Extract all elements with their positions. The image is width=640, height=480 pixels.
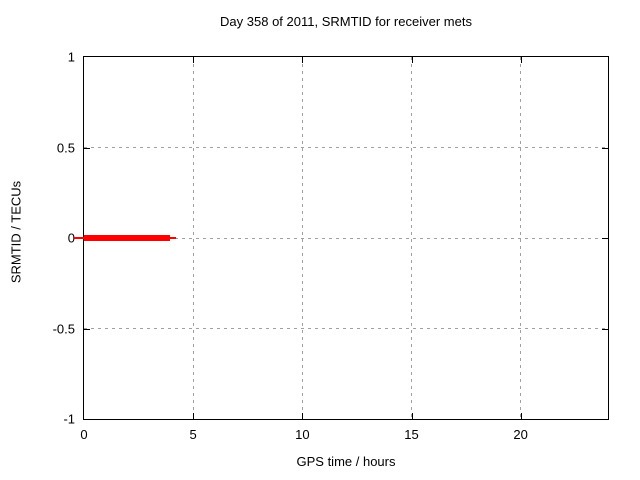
x-tick-top [302,57,304,63]
plot-area: 0 5 10 15 20 -1 -0.5 0 0.5 1 [53,50,609,442]
y-tick-right [602,238,608,239]
y-tick-right [602,328,608,330]
x-tick-bottom [302,413,304,419]
y-tick-label: 0.5 [56,140,75,155]
y-axis-label-text: SRMTID / TECUs [8,180,24,284]
y-tick-right [602,147,608,149]
y-tick-label: -1 [63,411,75,427]
y-gridline [84,328,608,329]
y-gridline [84,147,608,148]
y-tick-left [84,328,90,330]
x-tick-top [411,57,413,63]
x-tick-bottom [411,413,413,419]
data-series-segment [170,237,176,239]
x-tick-label: 20 [513,427,528,442]
x-axis-label: GPS time / hours [296,454,396,469]
x-tick-label: 10 [295,427,310,442]
x-tick-label: 5 [189,427,197,442]
x-tick-label: 0 [80,427,88,442]
data-series-segment [84,235,171,241]
y-gridline [84,237,608,239]
x-tick-bottom [193,413,195,419]
data-series-segment [73,237,84,239]
x-tick-label: 15 [404,427,419,442]
x-tick-top [193,57,195,63]
x-tick-top [520,57,522,63]
chart-title: Day 358 of 2011, SRMTID for receiver met… [220,14,472,29]
y-tick-label: -0.5 [52,321,75,336]
x-tick-bottom [520,413,522,419]
y-tick-left [84,147,90,149]
y-tick-label: 0 [67,230,75,246]
y-tick-label: 1 [67,49,75,65]
